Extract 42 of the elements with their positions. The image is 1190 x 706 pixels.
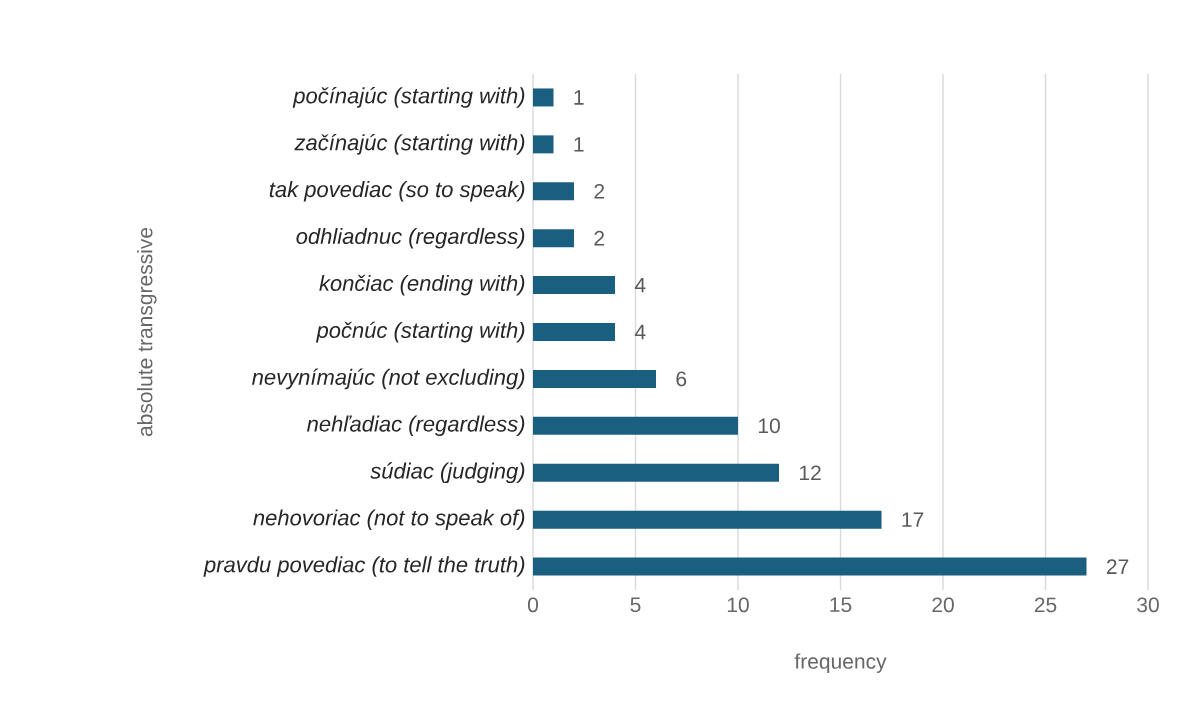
bar (533, 88, 554, 107)
bar (533, 276, 615, 295)
x-tick-label: 5 (630, 597, 641, 613)
data-label: 10 (759, 418, 780, 434)
x-tick-label: 15 (830, 597, 852, 613)
bar (533, 369, 656, 388)
x-tick-label: 0 (527, 597, 539, 613)
y-tick-label: počnúc (starting with) (315, 321, 525, 343)
bar (533, 229, 574, 248)
bar (533, 557, 1087, 576)
y-tick-label: počínajúc (starting with) (292, 87, 525, 108)
data-label: 6 (676, 371, 687, 387)
y-tick-label: súdiac (judging) (370, 462, 525, 484)
y-tick-label: nehovoriac (not to speak of) (253, 509, 525, 530)
y-tick-label: odhliadnuc (regardless) (296, 227, 525, 249)
bar (533, 135, 554, 154)
data-label: 12 (800, 465, 821, 481)
x-axis-title: frequency (794, 653, 887, 673)
x-tick-label: 30 (1137, 597, 1159, 613)
y-tick-label: končiac (ending with) (319, 274, 525, 296)
data-label: 1 (574, 90, 584, 105)
bar (533, 416, 738, 435)
y-tick-label: nevynímajúc (not excluding) (252, 368, 525, 390)
data-label: 4 (634, 277, 646, 293)
y-tick-label: pravdu povediac (to tell the truth) (203, 556, 525, 577)
bar (533, 463, 780, 482)
data-label: 1 (574, 137, 584, 152)
y-tick-label: nehľadiac (regardless) (307, 415, 525, 437)
y-tick-label: tak povediac (so to speak) (269, 181, 525, 202)
bar (533, 323, 615, 341)
data-label: 4 (634, 324, 646, 340)
data-label: 27 (1106, 559, 1129, 574)
data-label: 17 (902, 512, 924, 527)
bar (533, 182, 574, 201)
y-tick-label: začínajúc (starting with) (294, 133, 525, 155)
y-axis-title: absolute transgressive (137, 227, 157, 437)
x-tick-label: 20 (932, 597, 954, 613)
x-tick-label: 25 (1034, 597, 1057, 613)
data-label: 2 (594, 230, 605, 246)
x-tick-label: 10 (727, 597, 749, 613)
data-label: 2 (594, 183, 605, 199)
bar (533, 510, 882, 529)
